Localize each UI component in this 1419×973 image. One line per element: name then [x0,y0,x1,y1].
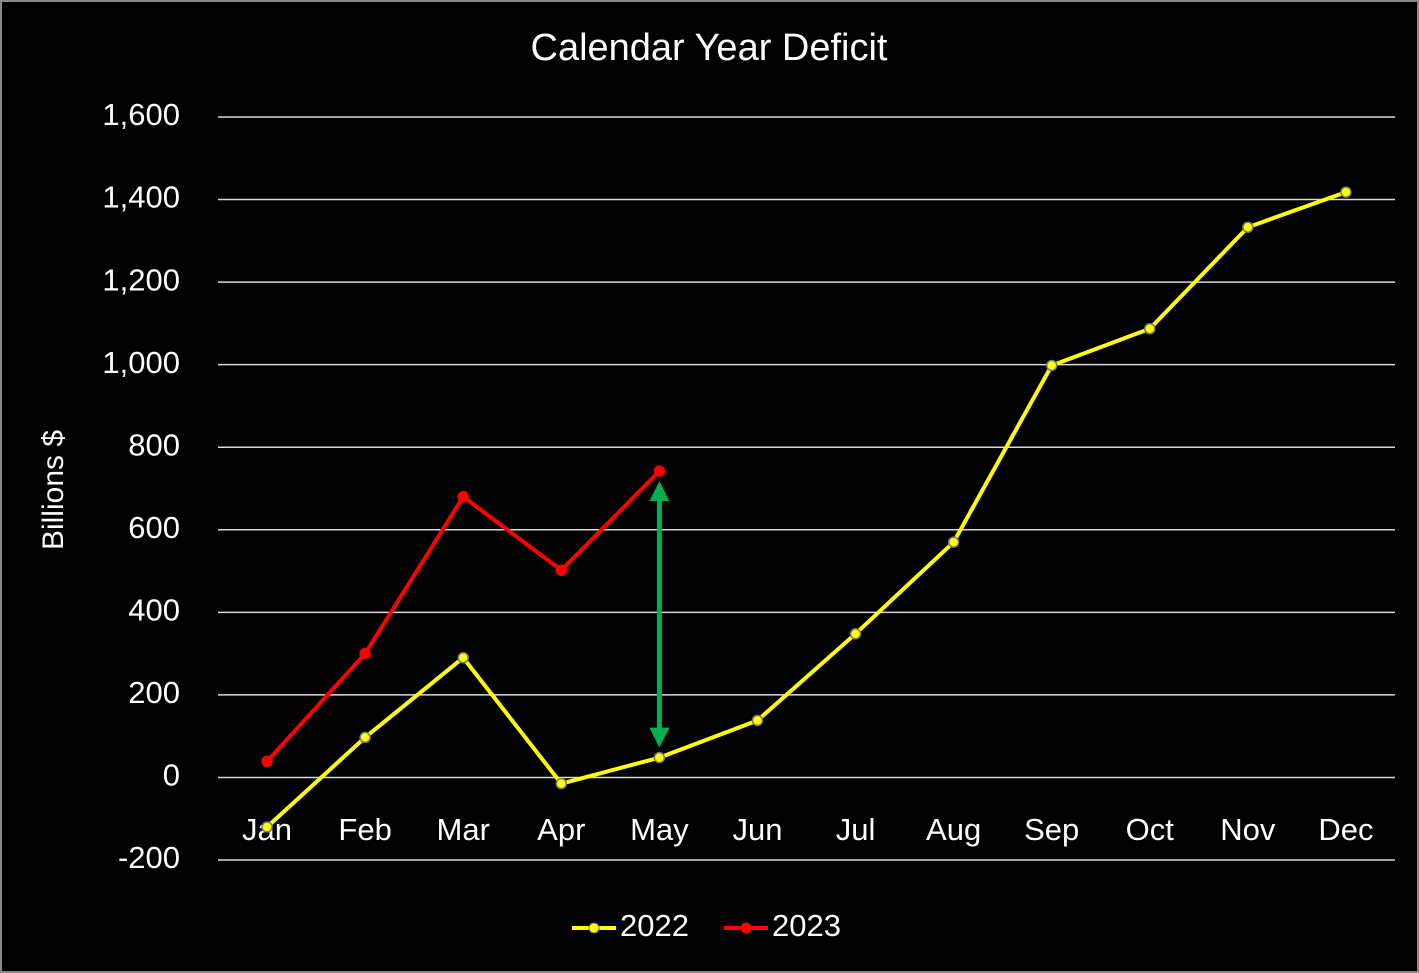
y-tick-label: 400 [128,593,180,628]
gap-arrow-head [649,481,670,502]
data-point [1045,359,1058,372]
data-point [359,731,371,744]
x-tick-label: Jul [836,812,876,847]
legend-label: 2023 [772,908,841,943]
y-axis-label: Billions $ [37,430,70,550]
data-point [359,647,371,660]
y-tick-label: -200 [118,840,180,875]
chart-title: Calendar Year Deficit [531,27,888,69]
y-tick-label: 600 [128,510,180,545]
data-point [457,491,469,503]
data-point [947,536,960,548]
x-tick-label: Feb [338,812,391,847]
x-tick-label: Aug [926,812,981,847]
x-tick-label: May [630,812,689,847]
y-tick-label: 800 [128,427,180,462]
legend-marker [740,922,752,934]
x-tick-label: Oct [1126,812,1175,847]
data-point [1242,221,1254,233]
data-point [261,821,273,833]
legend-marker [588,922,600,934]
gap-arrow-head [649,727,670,748]
y-tick-label: 1,400 [102,180,180,215]
y-tick-label: 1,200 [102,262,180,297]
data-point [457,651,469,664]
series-line [265,190,1347,829]
data-point [751,714,764,727]
x-tick-label: Apr [537,812,585,847]
x-tick-label: Jun [732,812,782,847]
y-tick-label: 200 [128,675,180,710]
data-point [555,564,568,576]
data-point [653,465,666,477]
data-point [1340,186,1352,198]
y-tick-label: 1,600 [102,97,180,132]
x-tick-label: Sep [1024,812,1079,847]
x-tick-label: Dec [1318,812,1373,847]
data-point [849,628,862,640]
x-tick-label: Mar [437,812,490,847]
y-tick-label: 1,000 [102,345,180,380]
x-tick-label: Nov [1220,812,1276,847]
data-point [1144,323,1156,335]
data-point [653,751,666,764]
data-point [555,777,568,790]
legend-label: 2022 [620,908,689,943]
data-point [261,755,273,768]
y-tick-label: 0 [163,758,180,793]
